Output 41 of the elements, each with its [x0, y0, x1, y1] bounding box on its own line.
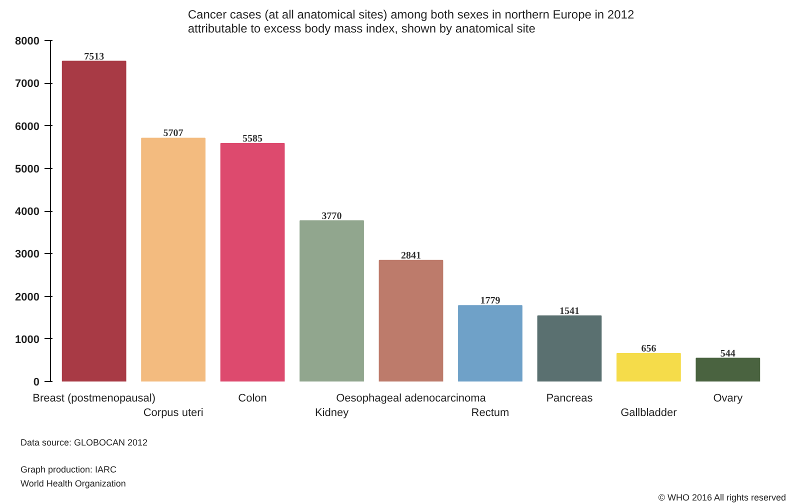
source-note: Data source: GLOBOCAN 2012: [20, 438, 148, 448]
y-tick-label: 8000: [15, 36, 40, 48]
bar: [696, 358, 760, 382]
bar: [616, 353, 681, 382]
y-tick-label: 5000: [15, 163, 40, 176]
x-tick-label: Colon: [238, 392, 267, 404]
data-label: 1779: [480, 296, 500, 307]
x-tick-label: Oesophageal adenocarcinoma: [336, 392, 487, 404]
x-tick-label: Pancreas: [546, 392, 594, 404]
data-label: 5707: [163, 128, 184, 140]
data-label: 656: [641, 344, 656, 355]
x-tick-label: Breast (postmenopausal): [32, 392, 156, 404]
bar: [220, 142, 285, 382]
x-tick-label: Gallbladder: [620, 406, 678, 419]
data-label: 3770: [322, 210, 342, 222]
bar: [378, 260, 444, 382]
bar: [62, 60, 126, 382]
x-tick-label: Ovary: [713, 392, 744, 404]
chart-title: Cancer cases (at all anatomical sites) among both sexes in northern Europe in 2012 attributable to excess body mass index, shown by anatomical site: [188, 8, 634, 36]
y-tick-label: 4000: [15, 206, 40, 218]
y-tick-label: 7000: [15, 78, 40, 90]
bar: [537, 315, 602, 382]
y-tick-label: 2000: [15, 291, 40, 304]
y-tick-label: 1000: [15, 334, 40, 346]
y-tick-label: 6000: [15, 120, 40, 133]
x-tick-label: Rectum: [471, 406, 510, 419]
x-tick-label: Corpus uteri: [143, 406, 204, 419]
bar: [300, 220, 364, 382]
data-label: 7513: [84, 51, 104, 62]
x-tick-label: Kidney: [314, 406, 350, 419]
text: Graph production: IARC: [20, 464, 118, 474]
text: World Health Organization: [20, 478, 126, 488]
y-tick-label: 0: [33, 376, 40, 388]
data-label: 2841: [401, 250, 421, 262]
data-label: 5585: [242, 133, 263, 144]
y-tick-label: 3000: [15, 248, 40, 261]
data-label: 544: [720, 348, 736, 360]
text: © WHO 2016 All rights reserved: [658, 492, 786, 502]
bar: [458, 305, 522, 382]
data-label: 1541: [559, 306, 580, 317]
bar: [141, 138, 206, 382]
